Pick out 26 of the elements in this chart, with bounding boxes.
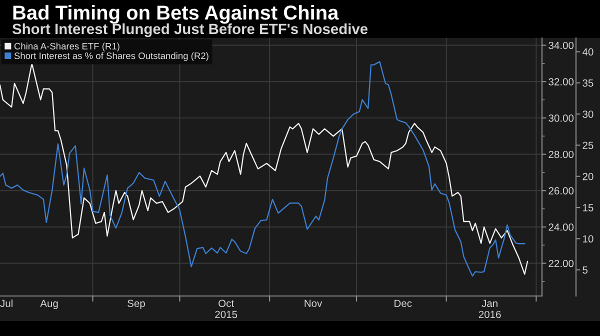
legend-label: Short Interest as % of Shares Outstanding (R2) [14,52,208,61]
x-tick-label: Oct 2015 [215,300,238,318]
x-tick-label: Jul [0,299,12,308]
x-tick-label: Nov [304,300,322,308]
y2-tick-label: 40 [582,48,594,56]
chart-title: Bad Timing on Bets Against China [13,5,339,24]
y2-tick-label: 25 [582,142,594,150]
legend-label: China A-Shares ETF (R1) [14,42,120,52]
y-tick-label: 22.00 [548,260,574,268]
y2-tick-label: 30 [582,110,594,118]
x-tick-label: Sep [128,300,145,310]
y-tick-label: 26.00 [548,187,574,194]
y2-tick-label: 35 [582,79,594,87]
y2-tick-label: 15 [583,204,594,212]
y2-tick-label: 5 [582,266,588,274]
y-tick-label: 32.00 [548,78,574,86]
x-tick-label: Aug [40,300,58,310]
x-tick-label: Dec [394,300,412,308]
x-tick-label: Jan 2016 [478,300,501,318]
y-tick-label: 28.00 [548,150,574,158]
y2-tick-label: 20 [582,172,594,180]
y-tick-label: 30.00 [548,114,574,122]
y-tick-label: 34.00 [548,42,574,50]
y2-tick-label: 10 [583,235,594,242]
y-tick-label: 24.00 [548,224,574,231]
chart-subtitle: Short Interest Plunged Just Before ETF's Nosedive [12,23,368,38]
